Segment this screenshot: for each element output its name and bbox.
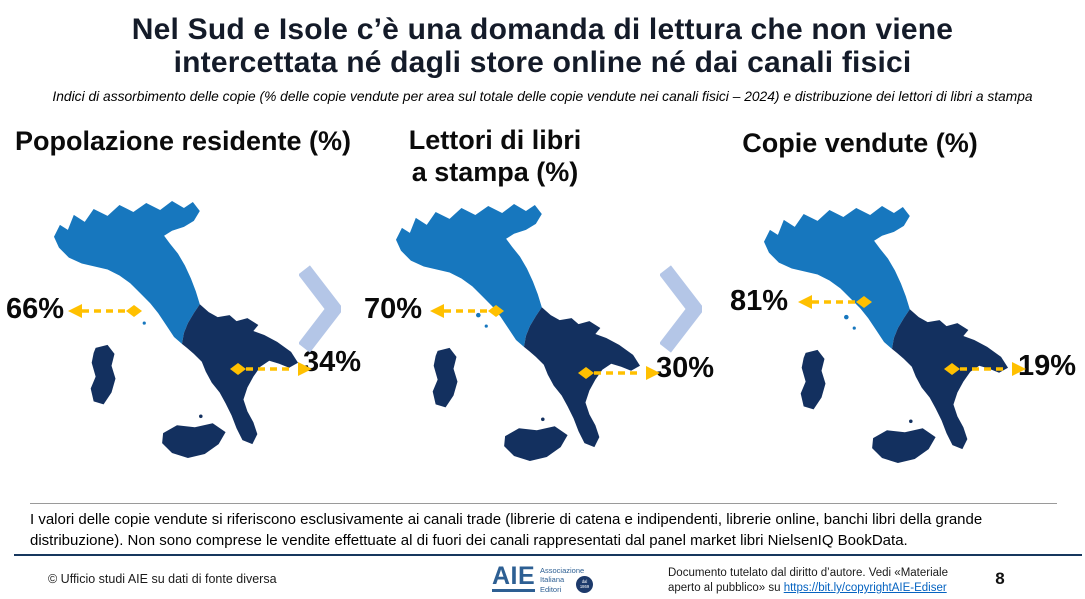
panel-title-readers-line1: Lettori di libri [408, 125, 582, 155]
region-sicilia [872, 428, 936, 463]
italy-map [763, 206, 1009, 463]
italy-map [395, 204, 641, 461]
region-sicilia [162, 423, 226, 458]
aie-logo-name-line1: Associazione [540, 566, 585, 575]
rights-line2: aperto al pubblico» su [668, 581, 784, 594]
aie-badge-icon: dal 1869 [576, 576, 593, 593]
dashed-arrow-icon [578, 366, 660, 380]
island-dot [142, 321, 146, 325]
chevron-right-icon [660, 265, 702, 353]
rights-line1: Documento tutelato dal diritto d’autore.… [668, 567, 948, 579]
region-sardegna [800, 349, 826, 410]
aie-logo-name: Associazione Italiana Editori [540, 566, 584, 594]
region-sardegna [90, 344, 116, 405]
aie-logo-acronym: AIE [492, 563, 536, 593]
copyright-link[interactable]: https://bit.ly/copyrightAIE-Ediser [783, 581, 947, 594]
italy-map [53, 201, 299, 458]
dashed-arrow-icon [430, 304, 504, 318]
page-number: 8 [995, 569, 1005, 588]
south-share-label: 30% [656, 352, 715, 384]
region-sud [523, 307, 641, 448]
dashed-arrow-icon [798, 295, 872, 309]
copyright-text: © Ufficio studi AIE su dati di fonte div… [48, 572, 277, 586]
footnote-divider [30, 503, 1057, 504]
slide-subtitle: Indici di assorbimento delle copie (% de… [52, 89, 1033, 104]
north-share-label: 66% [6, 293, 65, 325]
slide-title-line2: intercettata né dagli store online né da… [173, 46, 912, 79]
region-centro-nord [53, 201, 200, 344]
north-share-label: 81% [730, 285, 789, 317]
north-share-label: 70% [364, 293, 423, 325]
dashed-arrow-icon [944, 362, 1026, 376]
dashed-arrow-icon [68, 304, 142, 318]
region-sicilia [504, 426, 568, 461]
region-centro-nord [395, 204, 542, 347]
region-centro-nord [763, 206, 910, 349]
island-dot [484, 324, 488, 328]
region-sud [891, 309, 1009, 450]
island-dot [909, 419, 913, 424]
footer-divider [14, 554, 1082, 556]
dashed-arrow-icon [230, 362, 312, 376]
island-dot [199, 414, 203, 419]
rights-notice: Documento tutelato dal diritto d’autore.… [668, 566, 948, 596]
aie-logo-name-line2: Italiana [540, 575, 565, 585]
panel-title-population: Popolazione residente (%) [14, 126, 352, 156]
island-dot [541, 417, 545, 422]
footnote-text: I valori delle copie vendute si riferisc… [30, 511, 983, 550]
slide-title-line1: Nel Sud e Isole c’è una domanda di lettu… [131, 13, 954, 46]
panel-title-readers: Lettori di libri a stampa (%) [330, 125, 660, 189]
panel-title-readers-line2: a stampa (%) [411, 156, 579, 187]
panel-title-copies: Copie vendute (%) [742, 128, 978, 158]
chevron-right-icon [299, 265, 341, 353]
south-share-label: 19% [1018, 350, 1077, 382]
island-dot [852, 326, 856, 330]
island-dot [476, 312, 481, 318]
region-sardegna [432, 347, 458, 408]
south-share-label: 34% [303, 346, 362, 378]
region-sud [181, 304, 299, 445]
aie-logo-name-line3: Editori [540, 584, 562, 594]
aie-logo: AIE Associazione Italiana Editori dal 1869 [492, 563, 612, 597]
island-dot [844, 314, 849, 320]
slide-title: Nel Sud e Isole c’è una domanda di lettu… [0, 13, 1085, 79]
